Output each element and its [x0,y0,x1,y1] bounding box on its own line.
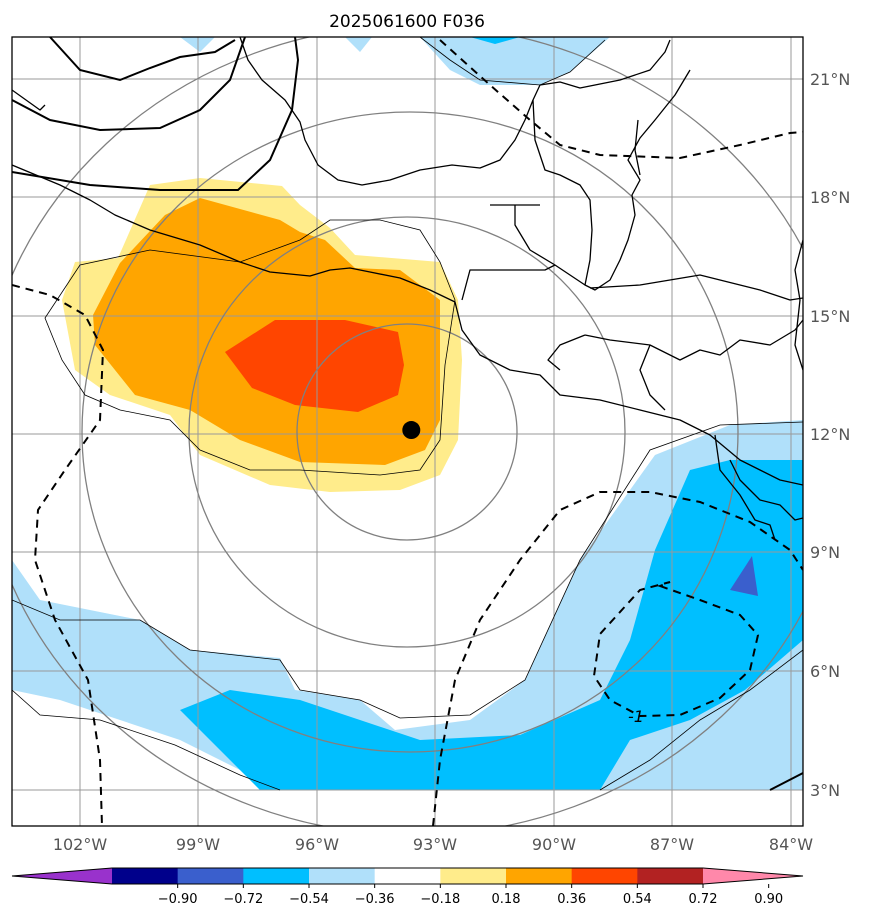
lon-label: 93°W [413,835,457,854]
lat-label: 12°N [810,425,850,444]
coastlines [12,37,803,541]
thin-contours [12,37,803,791]
colorbar-extend-max [703,868,803,884]
colorbar-tick-label: −0.18 [420,892,460,907]
colorbar-extend-min [12,868,112,884]
solid-contours [12,37,803,791]
colorbar-tick-label: −0.72 [223,892,263,907]
fill-light-blue-top-small2 [345,37,372,52]
colorbar-segment [637,868,704,884]
lon-label: 99°W [176,835,220,854]
range-rings [12,37,803,826]
lat-label: 18°N [810,188,850,207]
contour-label: -1 [628,707,644,726]
colorbar: −0.90 −0.72 −0.54 −0.36 −0.18 0.18 0.36 0.54 0.7… [11,867,804,907]
lon-label: 90°W [532,835,576,854]
map-area: -1 [12,37,803,826]
lat-label: 3°N [810,781,840,800]
colorbar-tick-label: 0.72 [689,892,718,907]
storm-center-marker [402,421,421,440]
lon-label: 102°W [53,835,108,854]
dashed-contours [12,39,803,826]
map-title: 2025061600 F036 [329,12,485,32]
lon-label: 87°W [650,835,694,854]
colorbar-segment [506,868,573,884]
lat-label: 6°N [810,662,840,681]
colorbar-segment [440,868,507,884]
gridlines [12,37,803,826]
colorbar-tick-label: −0.54 [289,892,329,907]
colorbar-segment [112,868,179,884]
fill-red-orange [225,320,404,412]
lon-label: 84°W [769,835,813,854]
colorbar-segment [177,868,244,884]
fill-royal-blue [730,556,758,596]
fill-deep-sky-blue [180,460,803,790]
colorbar-tick-label: 0.36 [557,892,586,907]
colorbar-tick-label: −0.36 [355,892,395,907]
colorbar-segment [309,868,376,884]
lat-label: 15°N [810,307,850,326]
fill-light-blue-west-band [12,580,185,700]
colorbar-segment [571,868,638,884]
fill-deep-sky-blue-top [470,37,520,44]
longitude-labels: 102°W 99°W 96°W 93°W 90°W 87°W 84°W [53,835,813,854]
colorbar-outline [11,867,804,885]
colorbar-tick-label: 0.90 [754,892,783,907]
lon-label: 96°W [295,835,339,854]
latitude-labels: 21°N 18°N 15°N 12°N 9°N 6°N 3°N [810,70,850,800]
colorbar-tick-label: −0.90 [158,892,198,907]
colorbar-tick-label: 0.18 [492,892,521,907]
lat-label: 21°N [810,70,850,89]
colorbar-segment [243,868,310,884]
colorbar-tick-label: 0.54 [623,892,652,907]
map-frame [11,36,804,827]
colorbar-segment [374,868,441,884]
lat-label: 9°N [810,543,840,562]
